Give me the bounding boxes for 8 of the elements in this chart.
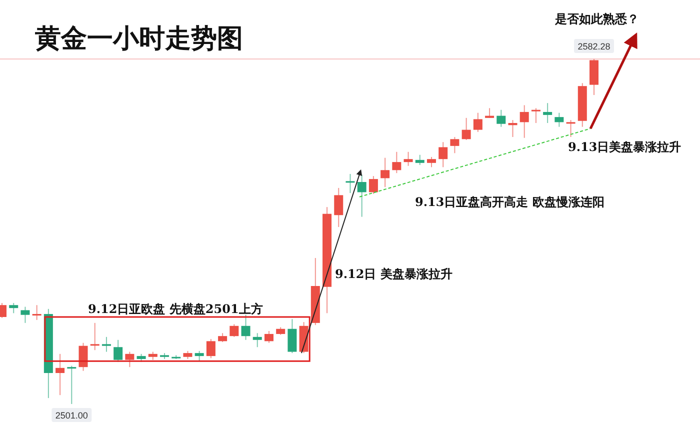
annotation: 2582.28: [578, 42, 610, 52]
annotation: 9.13日美盘暴涨拉升: [568, 140, 682, 154]
annotation: 2501.00: [55, 410, 88, 420]
text: 是否如此熟悉？: [554, 12, 639, 26]
annotation: 9.12日 美盘暴涨拉升: [335, 267, 452, 281]
chart-title: 黄金一小时走势图: [34, 24, 243, 54]
annotation: 9.13日亚盘高开高走 欧盘慢涨连阳: [415, 195, 604, 209]
annotation: 9.12日亚欧盘 先横盘2501上方: [88, 302, 263, 316]
